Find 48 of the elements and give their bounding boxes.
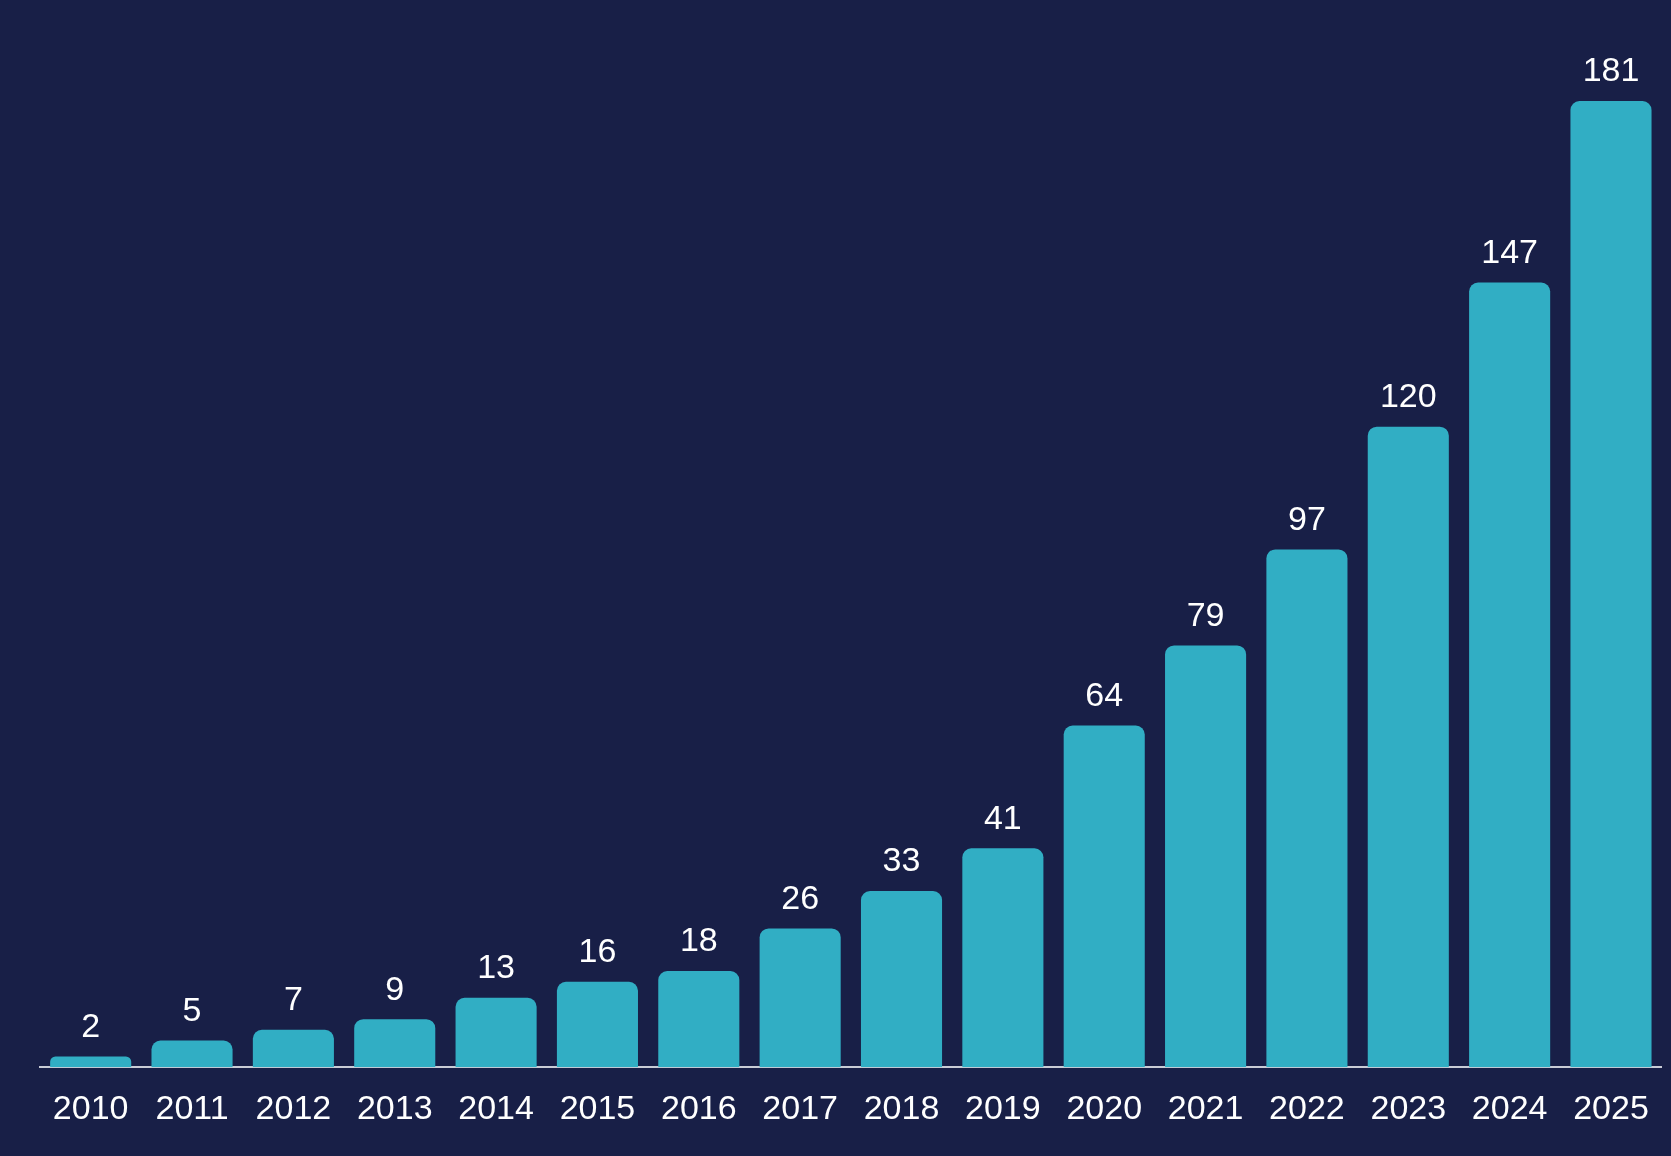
x-tick-label: 2011 xyxy=(155,1087,229,1126)
data-label: 181 xyxy=(1582,50,1640,89)
data-label: 5 xyxy=(182,989,202,1028)
data-label: 2 xyxy=(81,1005,101,1044)
bar xyxy=(252,1029,334,1068)
x-tick-label: 2014 xyxy=(458,1087,534,1126)
x-tick-label: 2018 xyxy=(863,1087,940,1126)
bar xyxy=(1165,645,1247,1068)
x-tick-label: 2012 xyxy=(255,1087,332,1126)
data-label: 79 xyxy=(1186,594,1225,633)
x-tick-label: 2020 xyxy=(1066,1087,1143,1126)
data-label: 18 xyxy=(679,920,718,959)
data-label: 16 xyxy=(578,931,617,970)
data-label: 13 xyxy=(477,947,516,986)
x-tick-label: 2022 xyxy=(1269,1087,1345,1126)
data-label: 147 xyxy=(1481,231,1539,270)
data-label: 41 xyxy=(983,797,1022,836)
x-tick-label: 2015 xyxy=(559,1087,636,1126)
x-tick-label: 2016 xyxy=(660,1087,737,1126)
data-label: 7 xyxy=(283,979,303,1018)
bar xyxy=(1570,101,1652,1068)
x-tick-label: 2025 xyxy=(1573,1087,1649,1126)
x-tick-label: 2024 xyxy=(1471,1087,1548,1126)
data-label: 97 xyxy=(1288,498,1326,537)
bar xyxy=(556,981,638,1068)
bar xyxy=(455,997,537,1068)
bar xyxy=(1063,725,1145,1068)
bar xyxy=(151,1040,233,1068)
bar xyxy=(860,891,943,1068)
data-label: 64 xyxy=(1085,674,1124,713)
x-tick-label: 2019 xyxy=(965,1087,1041,1126)
bar xyxy=(658,971,740,1068)
x-tick-label: 2021 xyxy=(1167,1087,1244,1126)
x-tick-label: 2013 xyxy=(356,1087,433,1126)
bar xyxy=(759,928,841,1068)
bar xyxy=(1266,549,1348,1068)
data-label: 120 xyxy=(1379,376,1437,414)
bar xyxy=(1469,282,1551,1068)
x-tick-label: 2010 xyxy=(52,1087,129,1126)
bar xyxy=(1367,426,1449,1068)
bar xyxy=(962,848,1044,1068)
bar xyxy=(50,1056,132,1068)
data-label: 26 xyxy=(781,877,820,916)
x-tick-label: 2017 xyxy=(762,1087,838,1126)
x-tick-label: 2023 xyxy=(1370,1087,1447,1126)
data-label: 33 xyxy=(882,840,921,879)
bar xyxy=(354,1019,436,1068)
data-label: 9 xyxy=(385,968,405,1007)
